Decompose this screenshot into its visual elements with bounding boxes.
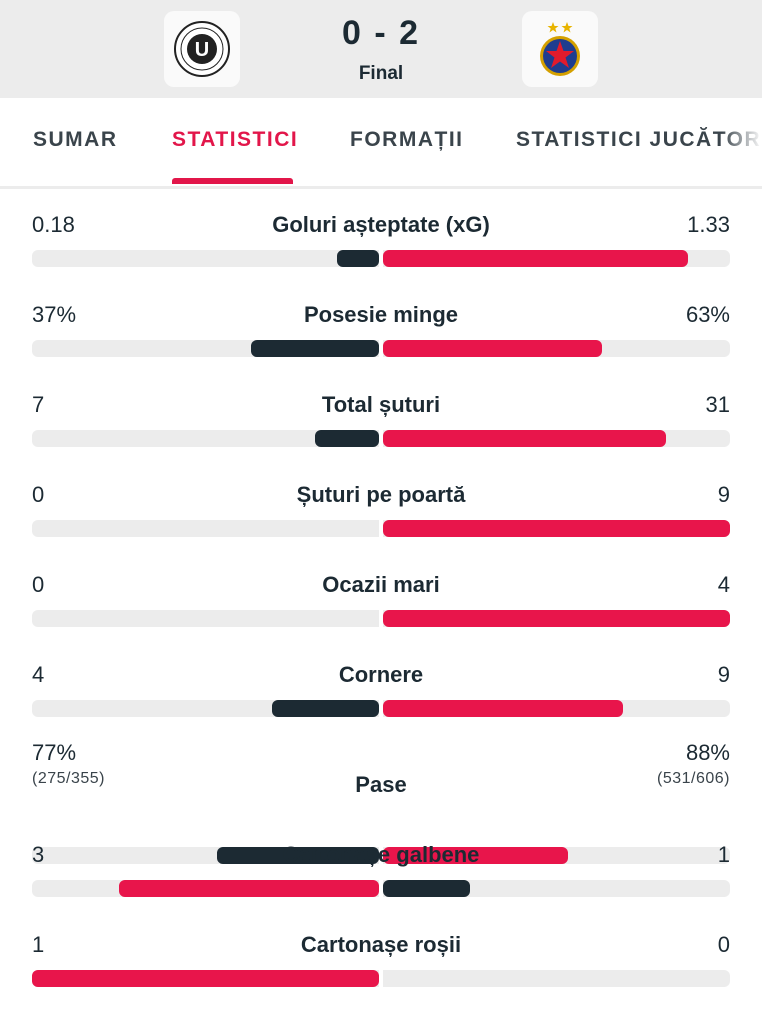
stat-away-value: 1	[717, 842, 730, 867]
home-bar-fill	[251, 340, 379, 357]
away-team-logo[interactable]	[522, 11, 598, 87]
home-bar-track	[32, 250, 379, 267]
stat-home-value: 4	[32, 662, 45, 687]
stat-home-value: 0	[32, 572, 45, 597]
stat-away-value: 31	[705, 392, 730, 417]
home-bar-track	[32, 610, 379, 627]
stat-away-value: 9	[717, 662, 730, 687]
away-bar-fill	[383, 880, 470, 897]
away-bar-track	[383, 847, 730, 864]
stat-row: 1 Cartonașe roșii 0	[0, 932, 762, 1022]
tab-statistici-jucatori[interactable]: STATISTICI JUCĂTORI	[516, 128, 762, 151]
universitatea-cluj-crest-icon: U	[174, 21, 230, 77]
stat-row: 4 Cornere 9	[0, 662, 762, 752]
away-bar-track	[383, 970, 730, 987]
stat-name: Cartonașe roșii	[300, 932, 462, 957]
away-bar-fill	[383, 520, 730, 537]
tab-statistici[interactable]: STATISTICI	[172, 128, 299, 151]
home-bar-fill	[32, 970, 379, 987]
stat-name: Ocazii mari	[322, 572, 440, 597]
tabs-divider	[0, 186, 762, 189]
stat-home-value: 0	[32, 482, 45, 507]
stat-away-value: 0	[717, 932, 730, 957]
away-bar-track	[383, 520, 730, 537]
away-bar-fill	[383, 700, 623, 717]
stat-home-value: 3	[32, 842, 45, 867]
away-bar-fill	[383, 340, 602, 357]
stat-away-value: 1.33	[687, 212, 730, 237]
home-bar-fill	[119, 880, 379, 897]
away-bar-fill	[383, 430, 666, 447]
stat-row: 0 Ocazii mari 4	[0, 572, 762, 662]
home-bar-track	[32, 340, 379, 357]
stat-row: 7 Total șuturi 31	[0, 392, 762, 482]
home-bar-track	[32, 520, 379, 537]
tab-overflow-fade	[722, 98, 762, 186]
stat-home-value: 0.18	[32, 212, 75, 237]
tab-formatii[interactable]: FORMAȚII	[350, 128, 464, 151]
tab-bar: SUMAR STATISTICI FORMAȚII STATISTICI JUC…	[0, 98, 762, 186]
stat-row: 37% Posesie minge 63%	[0, 302, 762, 392]
stat-away-value: 9	[717, 482, 730, 507]
stat-home-value: 77%	[32, 740, 77, 765]
stat-home-detail: (275/355)	[32, 770, 105, 787]
away-bar-track	[383, 610, 730, 627]
stat-name: Posesie minge	[303, 302, 459, 327]
away-bar-track	[383, 340, 730, 357]
home-bar-fill	[217, 847, 379, 864]
home-team-logo[interactable]: U	[164, 11, 240, 87]
stat-name: Cornere	[338, 662, 424, 687]
active-tab-indicator	[172, 178, 293, 184]
stat-row: 0.18 Goluri așteptate (xG) 1.33	[0, 212, 762, 302]
stat-away-detail: (531/606)	[657, 770, 730, 787]
tab-sumar[interactable]: SUMAR	[33, 128, 118, 151]
stat-row: 3 Cartonașe galbene 1	[0, 842, 762, 932]
stat-row: 0 Șuturi pe poartă 9	[0, 482, 762, 572]
away-bar-track	[383, 880, 730, 897]
home-bar-track	[32, 847, 379, 864]
away-bar-track	[383, 250, 730, 267]
fcsb-crest-icon	[540, 22, 580, 76]
stat-home-value: 37%	[32, 302, 77, 327]
stat-away-value: 88%	[685, 740, 730, 765]
stat-name: Goluri așteptate (xG)	[272, 212, 490, 237]
away-bar-fill	[383, 250, 688, 267]
stat-away-value: 4	[717, 572, 730, 597]
away-bar-track	[383, 700, 730, 717]
away-bar-fill	[383, 610, 730, 627]
home-bar-track	[32, 430, 379, 447]
stat-name: Pase	[355, 772, 407, 797]
stat-name: Șuturi pe poartă	[296, 482, 466, 507]
match-status: Final	[358, 63, 404, 84]
home-bar-fill	[272, 700, 379, 717]
stat-row: 77% Pase 88% (275/355) (531/606)	[0, 740, 762, 864]
away-bar-fill	[383, 847, 568, 864]
home-bar-track	[32, 880, 379, 897]
home-bar-fill	[337, 250, 379, 267]
stat-name: Cartonașe galbene	[282, 842, 480, 867]
stat-home-value: 7	[32, 392, 45, 417]
home-bar-fill	[315, 430, 379, 447]
home-bar-track	[32, 700, 379, 717]
stat-away-value: 63%	[685, 302, 730, 327]
stat-name: Total șuturi	[321, 392, 441, 417]
match-score: 0 - 2	[341, 14, 421, 52]
svg-text:U: U	[195, 39, 209, 61]
stat-home-value: 1	[32, 932, 45, 957]
away-bar-track	[383, 430, 730, 447]
match-header: U 0 - 2 Final	[0, 0, 762, 98]
home-bar-track	[32, 970, 379, 987]
